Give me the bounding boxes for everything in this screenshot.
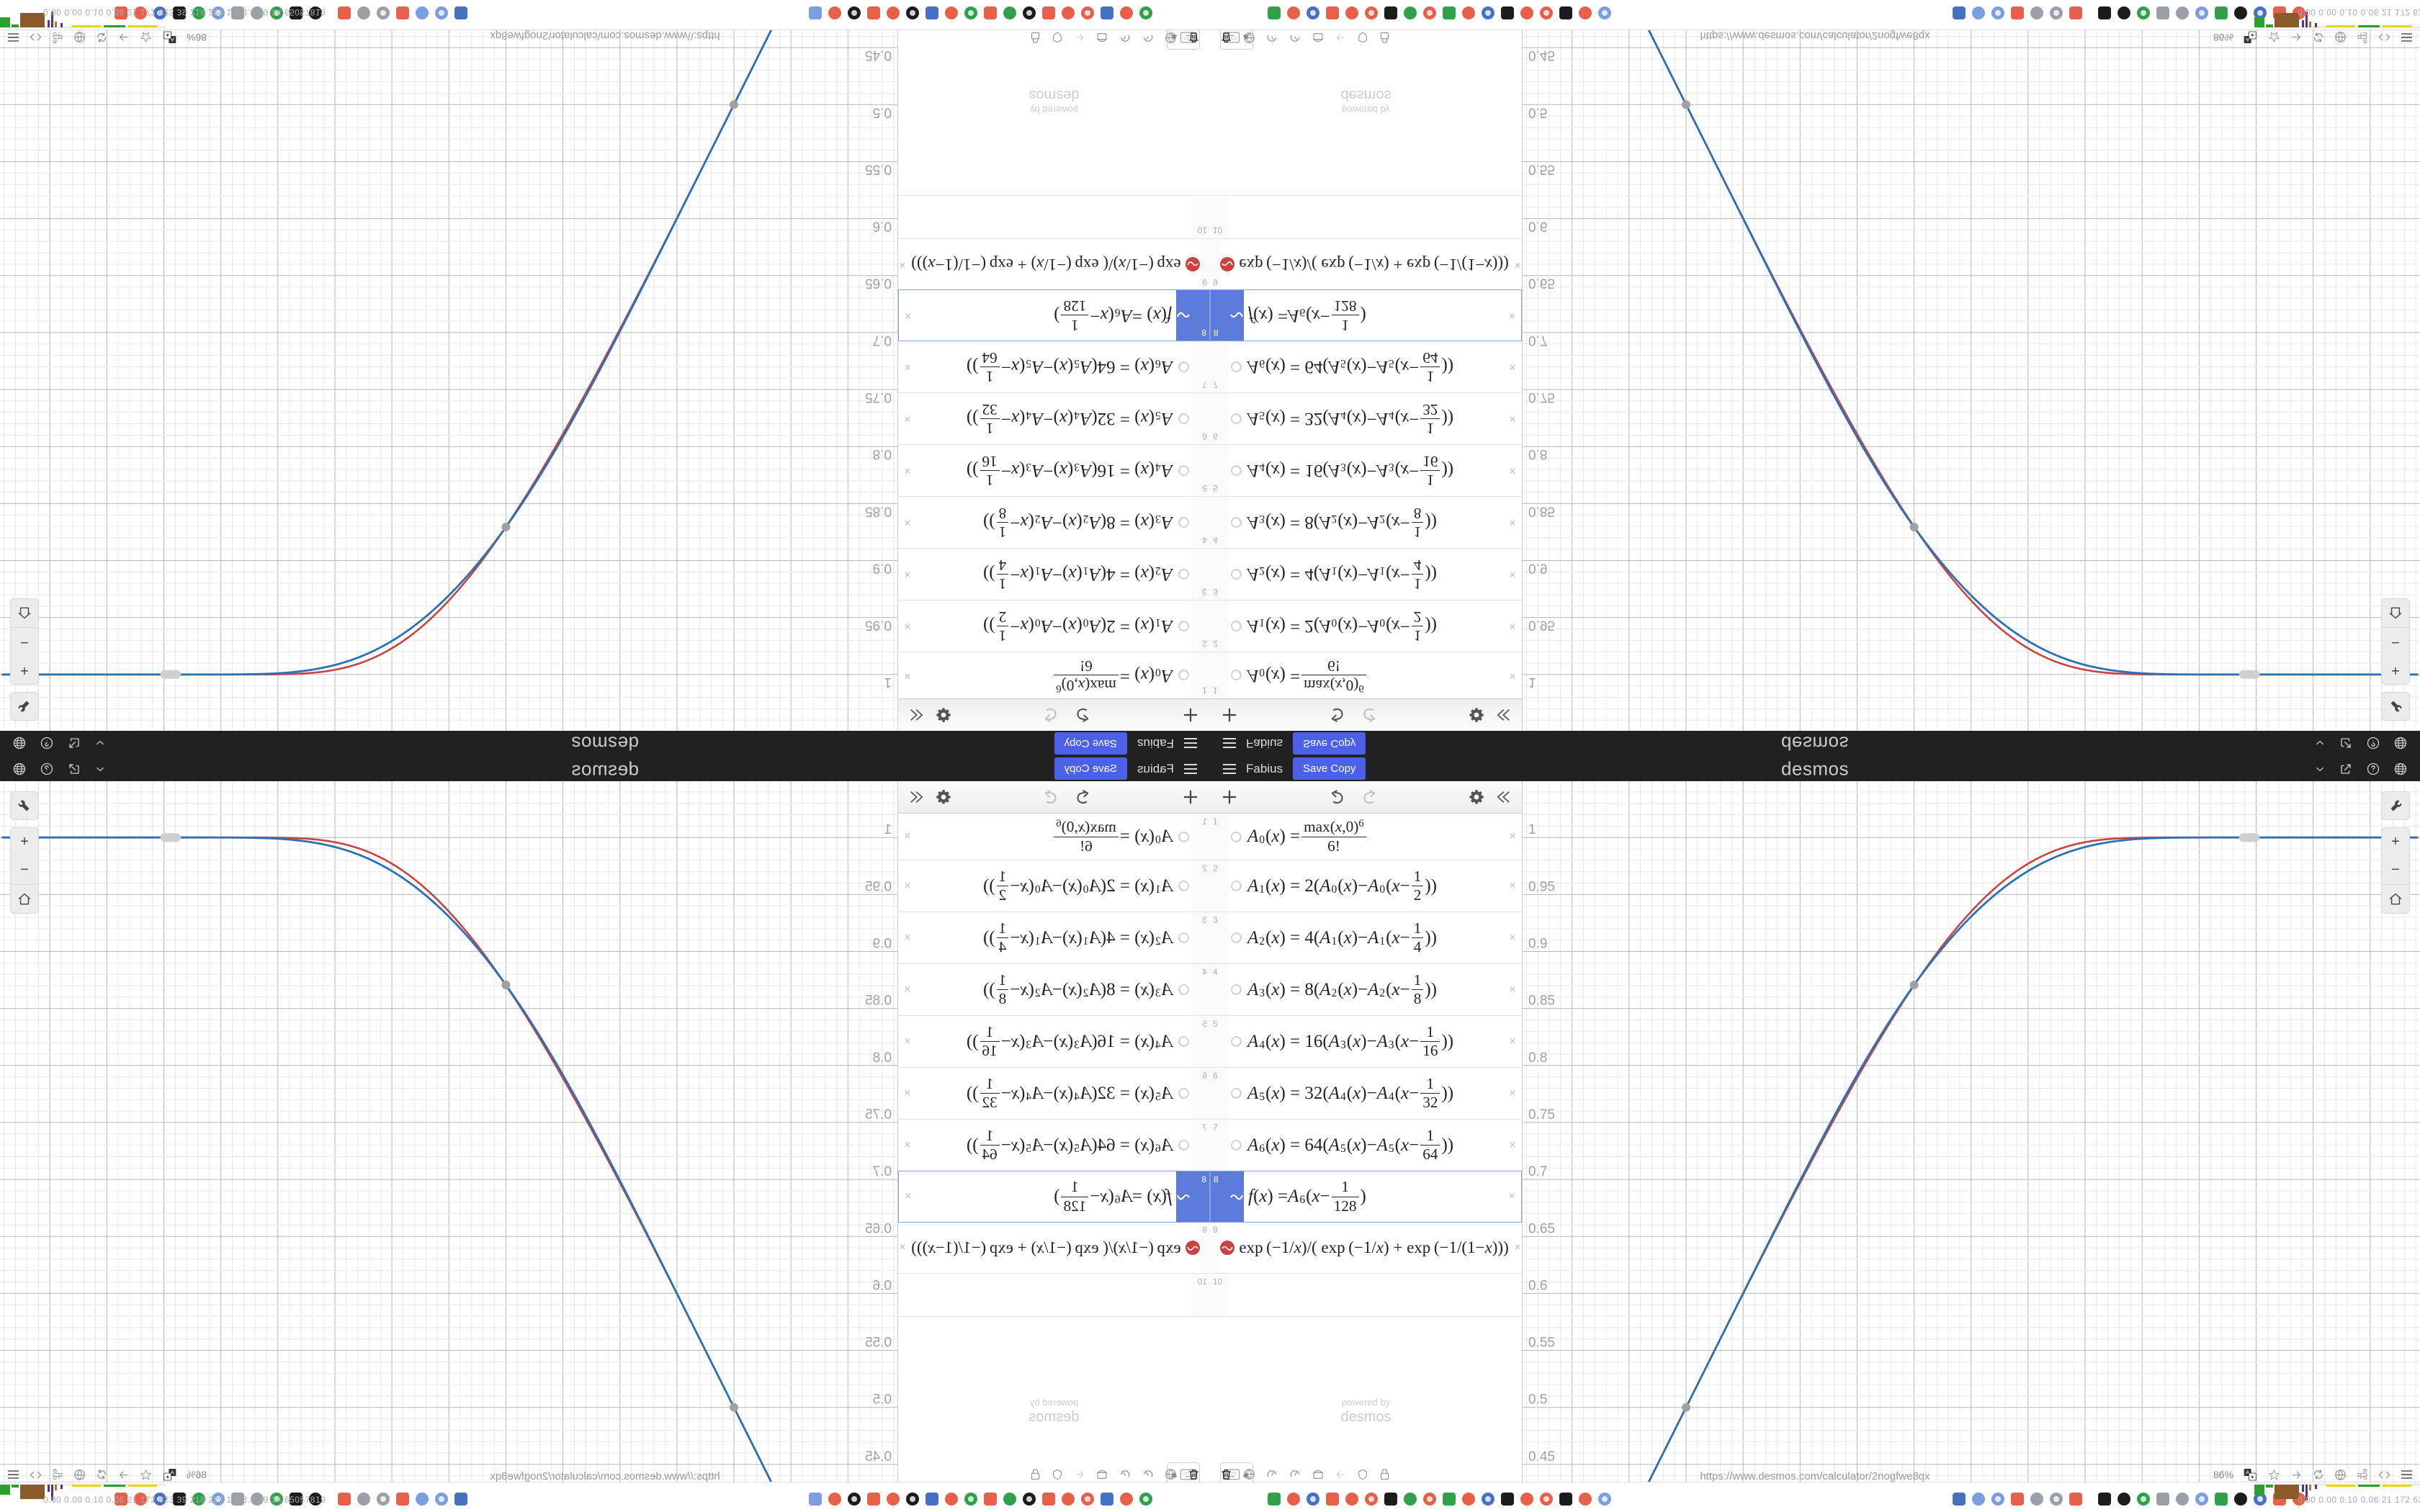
svg-text:★: ★ <box>166 1475 170 1480</box>
svg-text:0.9: 0.9 <box>873 561 892 576</box>
svg-text:0.6: 0.6 <box>1528 1278 1547 1293</box>
svg-text:0.95: 0.95 <box>1528 618 1555 633</box>
svg-text:0.8: 0.8 <box>1528 1050 1547 1066</box>
svg-text:0.55: 0.55 <box>865 162 892 177</box>
svg-text:0.45: 0.45 <box>865 1449 892 1464</box>
svg-text:0.65: 0.65 <box>865 276 892 291</box>
svg-text:0.45: 0.45 <box>1528 1449 1555 1464</box>
svg-text:0.65: 0.65 <box>865 1221 892 1236</box>
svg-text:0.6: 0.6 <box>873 1278 892 1293</box>
svg-text:0.65: 0.65 <box>1528 1221 1555 1236</box>
svg-text:0.8: 0.8 <box>873 446 892 462</box>
svg-text:0.75: 0.75 <box>865 1107 892 1122</box>
svg-text:0.5: 0.5 <box>1528 104 1547 120</box>
svg-text:0.6: 0.6 <box>873 219 892 234</box>
svg-text:0.5: 0.5 <box>873 1392 892 1408</box>
svg-text:0.95: 0.95 <box>865 879 892 894</box>
svg-text:0.85: 0.85 <box>1528 994 1555 1009</box>
svg-text:0.5: 0.5 <box>873 104 892 120</box>
svg-text:0.75: 0.75 <box>865 390 892 405</box>
svg-text:★: ★ <box>2250 1475 2254 1480</box>
svg-text:0.7: 0.7 <box>1528 333 1547 348</box>
svg-text:0.45: 0.45 <box>1528 48 1555 63</box>
svg-text:0.55: 0.55 <box>1528 1336 1555 1351</box>
svg-text:0.75: 0.75 <box>1528 390 1555 405</box>
svg-text:0.65: 0.65 <box>1528 276 1555 291</box>
svg-text:0.75: 0.75 <box>1528 1107 1555 1122</box>
svg-text:0.95: 0.95 <box>1528 879 1555 894</box>
svg-text:0.7: 0.7 <box>873 1164 892 1179</box>
svg-text:0.85: 0.85 <box>865 994 892 1009</box>
svg-text:★: ★ <box>2250 32 2254 37</box>
svg-text:0.85: 0.85 <box>865 503 892 518</box>
svg-text:0.55: 0.55 <box>1528 162 1555 177</box>
svg-text:0.9: 0.9 <box>873 937 892 952</box>
svg-text:0.8: 0.8 <box>1528 446 1547 462</box>
svg-text:0.5: 0.5 <box>1528 1392 1547 1408</box>
svg-text:1: 1 <box>1528 822 1536 837</box>
svg-text:★: ★ <box>166 32 170 37</box>
svg-text:0.6: 0.6 <box>1528 219 1547 234</box>
svg-text:0.9: 0.9 <box>1528 561 1547 576</box>
svg-text:0.8: 0.8 <box>873 1050 892 1066</box>
svg-text:0.85: 0.85 <box>1528 503 1555 518</box>
svg-text:0.45: 0.45 <box>865 48 892 63</box>
svg-text:1: 1 <box>1528 675 1536 690</box>
svg-text:0.9: 0.9 <box>1528 937 1547 952</box>
svg-text:1: 1 <box>884 822 892 837</box>
svg-text:0.55: 0.55 <box>865 1336 892 1351</box>
svg-text:1: 1 <box>884 675 892 690</box>
svg-text:0.7: 0.7 <box>873 333 892 348</box>
svg-text:0.95: 0.95 <box>865 618 892 633</box>
svg-text:0.7: 0.7 <box>1528 1164 1547 1179</box>
